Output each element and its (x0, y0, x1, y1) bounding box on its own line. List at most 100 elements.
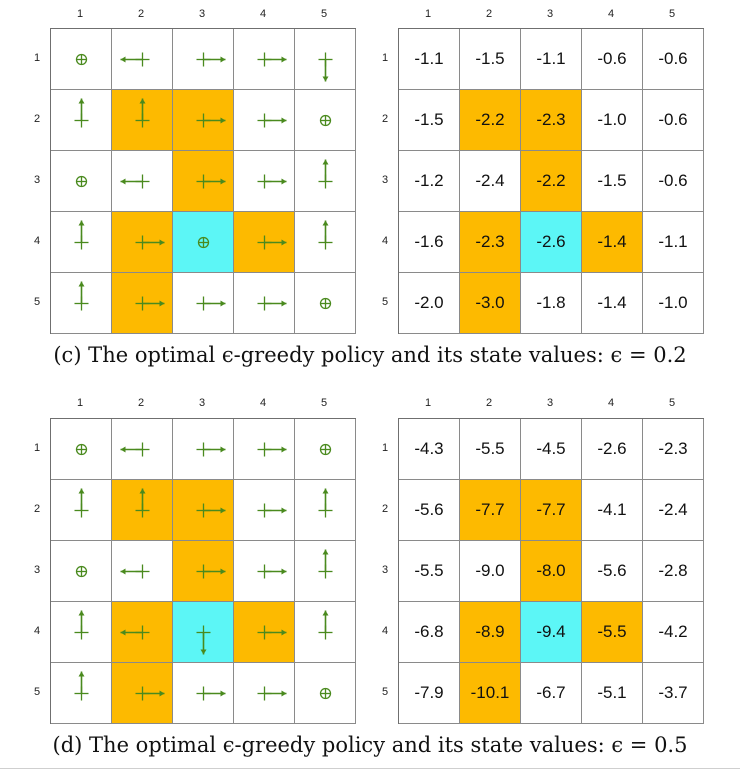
value-cell: -4.5 (521, 419, 582, 480)
arrow-head-icon (78, 281, 85, 287)
state-value: -1.5 (475, 49, 505, 68)
state-value: -2.8 (658, 561, 688, 580)
state-value: -1.0 (597, 110, 627, 129)
action-right-icon (135, 296, 165, 311)
state-value: -10.1 (470, 683, 510, 702)
policy-cell (234, 541, 295, 602)
policy-cell (295, 541, 356, 602)
value-cell: -6.8 (399, 602, 460, 663)
state-value: -4.2 (658, 622, 688, 641)
policy-cell (51, 29, 112, 90)
policy-cell (51, 151, 112, 212)
action-right-icon (196, 52, 226, 67)
state-value: -4.3 (414, 439, 444, 458)
value-cell: -3.7 (643, 663, 704, 724)
arrow-head-icon (281, 629, 287, 636)
value-grid-0-col-header: 4 (607, 8, 615, 20)
action-right-icon (196, 442, 226, 457)
arrow-head-icon (78, 671, 85, 677)
state-value: -2.4 (475, 171, 505, 190)
action-right-icon (257, 113, 287, 128)
state-value: -5.1 (597, 683, 627, 702)
policy-cell (295, 602, 356, 663)
state-value: -9.0 (475, 561, 505, 580)
state-value: -1.1 (536, 49, 566, 68)
action-right-icon (135, 235, 165, 250)
action-right-icon (196, 113, 226, 128)
value-grid-0-row-header: 2 (381, 112, 389, 125)
state-value-grid: -4.3 -5.5 -4.5 -2.6 -2.3 -5.6 -7.7 -7.7 -4.1 -2.4… (398, 418, 704, 724)
policy-cell (173, 151, 234, 212)
policy-grid-1-row-header: 1 (33, 441, 41, 454)
value-cell: -5.1 (582, 663, 643, 724)
policy-cell (112, 273, 173, 334)
state-value: -2.3 (536, 110, 566, 129)
arrow-head-icon (78, 220, 85, 226)
action-up-icon (318, 488, 333, 518)
value-cell: -2.4 (643, 480, 704, 541)
value-cell: -1.0 (582, 90, 643, 151)
arrow-head-icon (281, 56, 287, 63)
policy-cell (112, 29, 173, 90)
action-right-icon (196, 296, 226, 311)
value-cell: -1.8 (521, 273, 582, 334)
arrow-head-icon (322, 549, 329, 555)
action-up-icon (74, 671, 89, 701)
policy-cell (51, 541, 112, 602)
arrow-head-icon (281, 507, 287, 514)
state-value: -1.8 (536, 293, 566, 312)
value-grid-0-row-header: 1 (381, 51, 389, 64)
arrow-head-icon (322, 76, 329, 82)
action-stay-icon (319, 443, 332, 456)
policy-cell (173, 663, 234, 724)
policy-grid-0-col-header: 1 (76, 8, 84, 20)
policy-cell (51, 90, 112, 151)
policy-grid-0-row-header: 2 (33, 112, 41, 125)
action-up-icon (135, 98, 150, 128)
value-cell: -2.3 (521, 90, 582, 151)
state-value: -4.5 (536, 439, 566, 458)
state-value: -0.6 (658, 49, 688, 68)
arrow-head-icon (78, 610, 85, 616)
value-cell: -5.5 (399, 541, 460, 602)
policy-cell (173, 90, 234, 151)
state-value: -1.0 (658, 293, 688, 312)
policy-cell (51, 212, 112, 273)
arrow-head-icon (281, 690, 287, 697)
action-right-icon (257, 564, 287, 579)
action-up-icon (318, 549, 333, 579)
arrow-head-icon (281, 568, 287, 575)
arrow-head-icon (220, 56, 226, 63)
action-up-icon (318, 610, 333, 640)
action-stay-icon (319, 687, 332, 700)
action-stay-icon (75, 565, 88, 578)
policy-cell (234, 663, 295, 724)
action-up-icon (318, 159, 333, 189)
action-right-icon (257, 52, 287, 67)
state-value: -9.4 (536, 622, 566, 641)
state-value: -1.1 (658, 232, 688, 251)
arrow-head-icon (220, 568, 226, 575)
policy-cell (112, 602, 173, 663)
state-value: -1.1 (414, 49, 444, 68)
policy-cell (112, 480, 173, 541)
arrow-head-icon (322, 220, 329, 226)
value-grid-1-col-header: 3 (546, 397, 554, 409)
value-cell: -0.6 (643, 90, 704, 151)
action-stay-icon (75, 53, 88, 66)
policy-cell (295, 212, 356, 273)
action-up-icon (74, 610, 89, 640)
state-value: -7.9 (414, 683, 444, 702)
value-cell: -2.8 (643, 541, 704, 602)
state-value: -8.0 (536, 561, 566, 580)
value-cell: -8.0 (521, 541, 582, 602)
action-right-icon (196, 174, 226, 189)
value-cell: -0.6 (582, 29, 643, 90)
arrow-head-icon (159, 239, 165, 246)
policy-cell (234, 29, 295, 90)
value-cell: -0.6 (643, 29, 704, 90)
policy-grid-1-row-header: 2 (33, 502, 41, 515)
state-value: -2.2 (475, 110, 505, 129)
value-grid-0-col-header: 2 (485, 8, 493, 20)
policy-cell (295, 273, 356, 334)
